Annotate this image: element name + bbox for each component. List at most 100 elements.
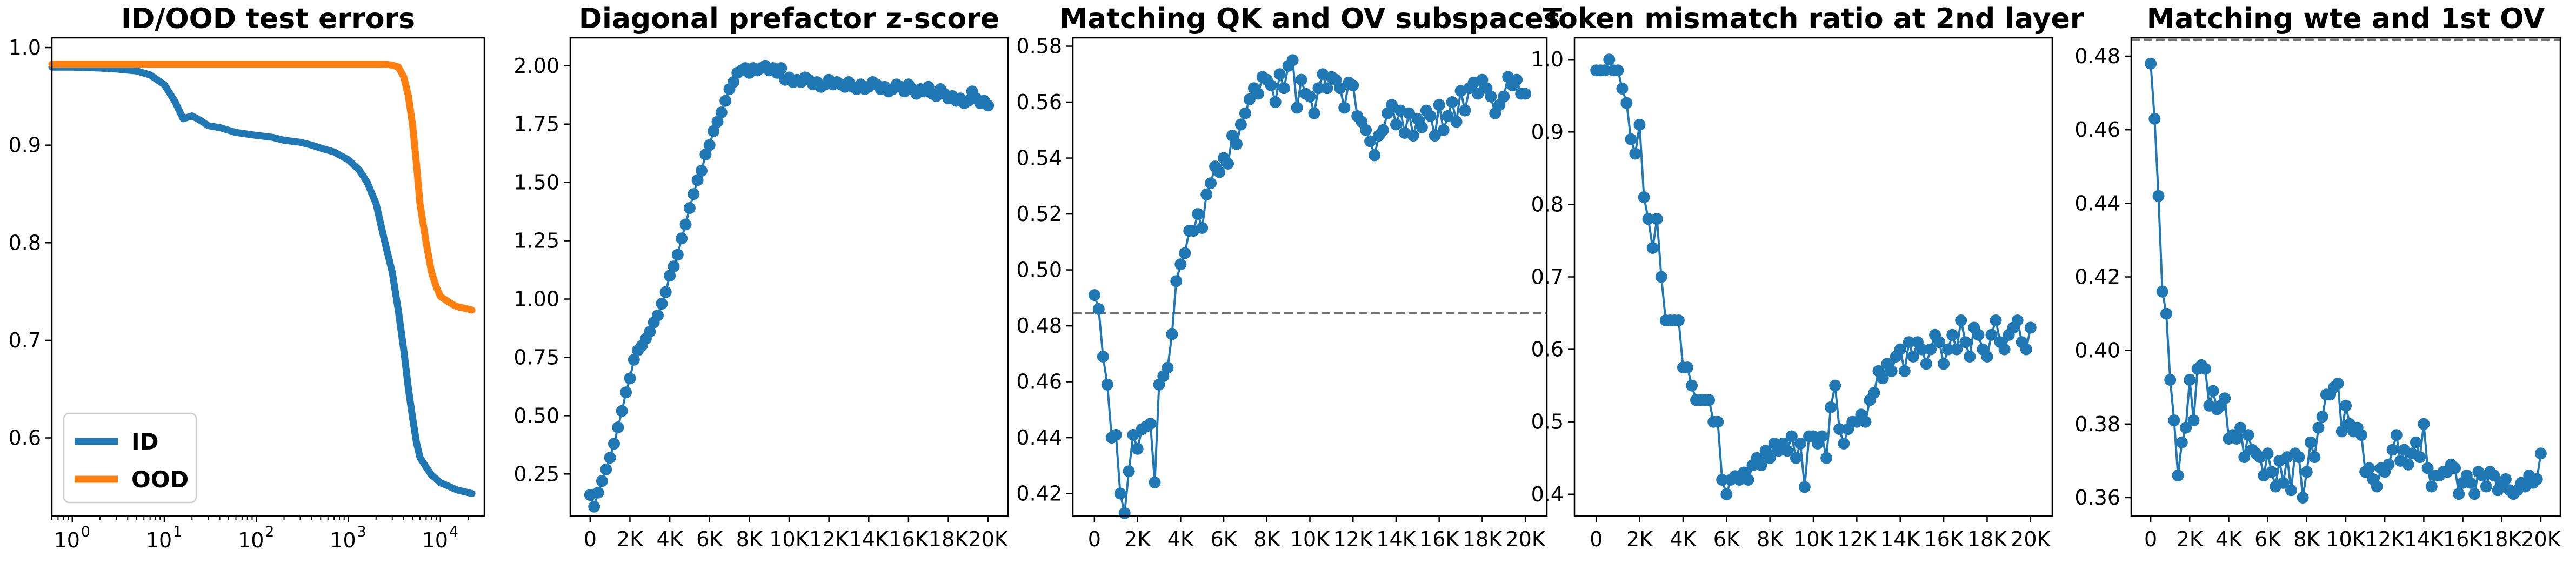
data-point xyxy=(1599,64,1611,77)
data-point xyxy=(1131,442,1144,455)
x-tick-label: 4K xyxy=(657,527,684,551)
data-point xyxy=(652,309,664,321)
data-point xyxy=(1703,394,1716,406)
data-point xyxy=(1179,247,1191,259)
data-point xyxy=(1092,303,1105,315)
x-tick-exponent: 1 xyxy=(173,524,182,540)
data-point xyxy=(2293,451,2305,464)
x-tick-exponent: 4 xyxy=(449,524,458,540)
data-point xyxy=(2300,466,2313,478)
y-tick-label: 0.48 xyxy=(2074,44,2120,68)
data-point xyxy=(1868,387,1880,399)
data-point xyxy=(2449,462,2461,474)
data-point xyxy=(711,116,724,128)
chart-title: Token mismatch ratio at 2nd layer xyxy=(1543,3,2084,35)
y-tick-label: 0.4 xyxy=(1531,482,1564,506)
y-tick-label: 0.50 xyxy=(1016,258,1062,282)
y-tick-label: 0.44 xyxy=(2074,191,2120,215)
data-point xyxy=(1925,343,1937,356)
data-point xyxy=(1390,118,1402,131)
data-point xyxy=(2234,421,2247,434)
data-point xyxy=(1794,437,1806,450)
data-point xyxy=(676,232,688,245)
data-point xyxy=(2020,343,2032,356)
x-tick-label: 2K xyxy=(1626,527,1653,551)
data-point xyxy=(1243,93,1256,105)
axes-frame xyxy=(2130,37,2561,517)
data-point xyxy=(2238,451,2251,464)
data-point xyxy=(1798,481,1811,493)
data-point xyxy=(1990,314,2002,326)
x-tick-label: 18K xyxy=(1967,527,2007,551)
data-point xyxy=(1424,110,1437,122)
data-point xyxy=(1920,358,1932,370)
data-point xyxy=(1101,378,1113,391)
chart-2: Diagonal prefactor z-score 0.25 0.50 0.75 1.… xyxy=(513,3,1009,551)
x-tick-label: 18K xyxy=(1463,527,1503,551)
data-point xyxy=(1755,459,1767,472)
data-point xyxy=(1816,430,1828,442)
data-point xyxy=(2335,425,2348,438)
x-tick-label: 20K xyxy=(2011,527,2051,551)
data-point xyxy=(1825,401,1837,413)
x-tick-label: 4K xyxy=(1167,527,1194,551)
data-point xyxy=(1951,343,1963,356)
data-point xyxy=(1511,73,1523,86)
data-point xyxy=(620,386,632,399)
data-point xyxy=(1192,208,1204,220)
chart-title: Diagonal prefactor z-score xyxy=(579,3,999,35)
y-tick-label: 0.6 xyxy=(1531,338,1564,361)
y-tick-label: 0.9 xyxy=(9,133,41,157)
data-point xyxy=(1144,418,1157,430)
data-point xyxy=(2453,488,2465,500)
data-point xyxy=(1498,90,1510,103)
data-point xyxy=(668,260,680,273)
data-point xyxy=(2383,458,2395,471)
data-point xyxy=(2499,473,2512,485)
data-point xyxy=(1985,328,1998,341)
data-point xyxy=(1123,465,1135,478)
data-point xyxy=(1972,328,1985,341)
data-point xyxy=(2488,470,2500,482)
data-point xyxy=(1907,351,1919,363)
x-tick-label: 10K xyxy=(769,527,809,551)
x-tick-label: 10 xyxy=(54,528,80,552)
data-point xyxy=(628,353,640,366)
y-tick-label: 0.42 xyxy=(2074,265,2120,289)
x-tick-label: 6K xyxy=(2254,527,2281,551)
x-tick-label: 12K xyxy=(1333,527,1373,551)
data-point xyxy=(2418,418,2430,430)
data-point xyxy=(1118,507,1131,519)
y-tick-label: 0.8 xyxy=(9,231,41,254)
x-tick-label: 6K xyxy=(1210,527,1237,551)
data-point xyxy=(1437,124,1450,136)
y-tick-label: 0.46 xyxy=(2074,118,2120,142)
data-point xyxy=(1646,242,1659,254)
x-tick-label: 14K xyxy=(1376,527,1416,551)
x-tick-label: 8K xyxy=(1253,527,1280,551)
y-tick-label: 0.46 xyxy=(1016,370,1062,394)
data-point xyxy=(1686,379,1698,392)
data-point xyxy=(1716,474,1729,486)
data-point xyxy=(1252,88,1264,100)
data-point xyxy=(1200,188,1213,200)
x-tick-label: 16K xyxy=(2443,527,2483,551)
data-point xyxy=(683,202,696,214)
data-point xyxy=(1273,68,1286,81)
x-tick-exponent: 3 xyxy=(357,524,366,540)
data-point xyxy=(2230,433,2243,445)
x-tick-label: 8K xyxy=(736,527,763,551)
data-point xyxy=(644,326,656,338)
data-point xyxy=(659,286,672,298)
data-point xyxy=(1859,415,1872,428)
data-point xyxy=(612,421,624,433)
data-point xyxy=(2145,57,2157,70)
data-point xyxy=(2363,462,2375,474)
data-point xyxy=(1720,488,1733,500)
x-tick-label: 8K xyxy=(1757,527,1784,551)
chart-title: Matching wte and 1st OV xyxy=(2147,3,2545,35)
data-point xyxy=(1629,147,1641,160)
series-line-id xyxy=(48,63,476,497)
data-point xyxy=(604,452,616,464)
data-point xyxy=(1286,54,1299,66)
